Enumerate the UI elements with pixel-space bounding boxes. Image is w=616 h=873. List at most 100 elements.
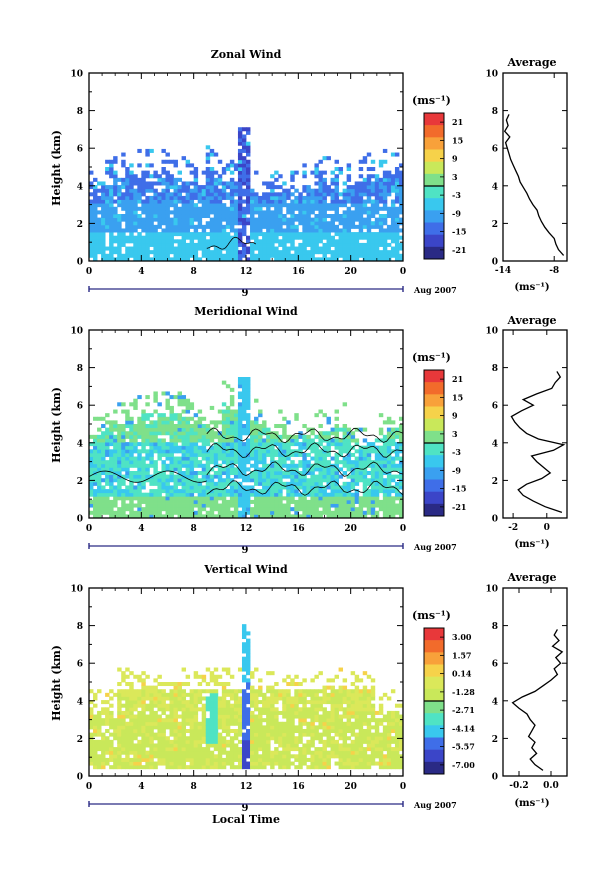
heatmap-cell [266,192,271,197]
heatmap-cell [117,471,122,476]
heatmap-cell [185,195,191,200]
heatmap-cell [193,499,199,504]
heatmap-cell [125,725,130,730]
heatmap-cell [221,442,227,447]
heatmap-cell [173,467,178,472]
heatmap-cell [246,170,251,175]
heatmap-cell [173,732,178,737]
heatmap-cell [177,689,182,694]
heatmap-cell [282,449,287,454]
heatmap-cell [89,250,94,255]
heatmap-cell [217,445,223,450]
heatmap-cell [125,732,130,737]
heatmap-cell [197,743,203,748]
heatmap-cell [221,710,227,715]
heatmap-cell [181,214,187,219]
heatmap-cell [181,185,187,190]
heatmap-cell [133,434,138,439]
heatmap-cell [221,725,227,730]
heatmap-cell [390,463,396,468]
heatmap-cell [89,206,94,211]
heatmap-cell [157,747,162,752]
heatmap-cell [274,192,279,197]
heatmap-cell [153,195,158,200]
heatmap-cell [121,710,126,715]
heatmap-cell [274,221,279,226]
heatmap-cell [314,217,319,222]
heatmap-cell [125,192,130,197]
heatmap-cell [233,718,239,723]
heatmap-cell [237,152,243,157]
heatmap-cell [201,438,207,443]
heatmap-cell [149,514,154,519]
heatmap-cell [241,471,247,476]
heatmap-cell [286,224,291,229]
heatmap-cell [290,221,295,226]
heatmap-cell [145,217,150,222]
heatmap-cell [201,424,207,429]
heatmap-cell [109,167,114,172]
heatmap-cell [346,485,352,490]
heatmap-cell [233,210,239,215]
heatmap-cell [113,765,118,770]
heatmap-cell [153,181,158,186]
heatmap-cell [165,217,170,222]
heatmap-cell [177,761,182,766]
heatmap-cell [169,232,174,237]
heatmap-cell [386,463,392,468]
heatmap-cell [205,700,211,705]
heatmap-cell [386,478,392,483]
heatmap-cell [181,714,187,719]
heatmap-cell [125,250,130,255]
heatmap-cell [121,402,126,407]
heatmap-cell [258,710,263,715]
heatmap-cell [250,765,255,770]
heatmap-cell [294,467,299,472]
heatmap-cell [113,239,118,244]
heatmap-cell [350,242,356,247]
heatmap-cell [145,257,150,262]
heatmap-cell [153,174,158,179]
heatmap-cell [266,185,271,190]
heatmap-cell [181,710,187,715]
heatmap-cell [334,460,339,465]
heatmap-cell [330,478,335,483]
heatmap-cell [205,478,211,483]
heatmap-cell [197,246,203,251]
heatmap-cell [334,214,339,219]
heatmap-cell [386,224,392,229]
heatmap-cell [298,221,303,226]
heatmap-cell [165,188,170,193]
heatmap-cell [145,253,150,258]
heatmap-cell [189,235,195,240]
heatmap-cell [117,743,122,748]
heatmap-cell [362,460,368,465]
heatmap-cell [105,217,110,222]
heatmap-cell [334,224,339,229]
heatmap-cell [250,710,255,715]
heatmap-cell [149,210,154,215]
heatmap-cell [93,757,98,762]
heatmap-cell [342,496,348,501]
heatmap-cell [270,181,275,186]
heatmap-cell [246,739,251,744]
heatmap-cell [125,424,130,429]
heatmap-cell [390,478,396,483]
heatmap-cell [169,395,174,400]
heatmap-cell [326,474,331,479]
x-tick-label: 12 [240,267,253,277]
heatmap-cell [374,177,380,182]
colorbar-swatch [424,430,444,444]
heatmap-cell [137,460,142,465]
heatmap-cell [185,499,191,504]
heatmap-cell [262,510,267,515]
heatmap-cell [109,703,114,708]
heatmap-cell [201,729,207,734]
heatmap-cell [354,210,360,215]
heatmap-cell [153,678,158,683]
profile-y-tick-label: 4 [492,439,498,449]
heatmap-cell [342,181,348,186]
heatmap-cell [390,206,396,211]
heatmap-cell [262,507,267,512]
heatmap-cell [266,754,271,759]
